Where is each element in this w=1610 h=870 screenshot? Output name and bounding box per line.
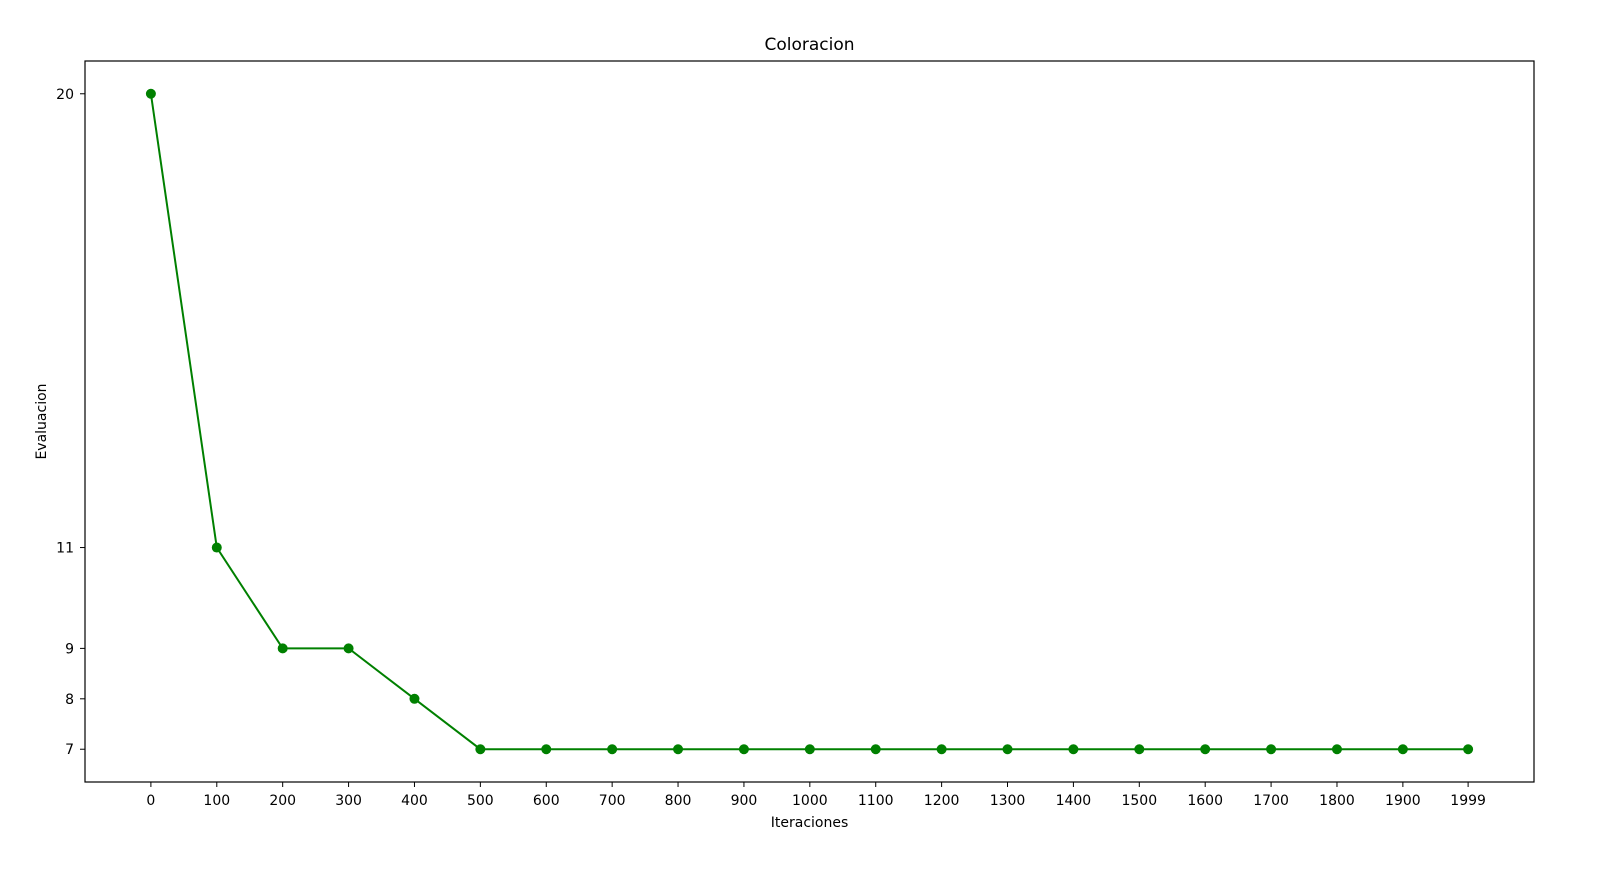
x-tick-label: 1500: [1121, 793, 1157, 809]
y-tick-label: 7: [65, 742, 74, 758]
x-tick-label: 400: [401, 793, 428, 809]
x-tick-label: 0: [146, 793, 155, 809]
data-point: [343, 643, 354, 654]
x-tick-label: 1200: [924, 793, 960, 809]
data-point: [541, 744, 552, 755]
x-tick-label: 200: [269, 793, 296, 809]
data-point: [475, 744, 486, 755]
data-point: [1463, 744, 1474, 755]
data-point: [1200, 744, 1211, 755]
x-tick-label: 1900: [1385, 793, 1421, 809]
x-tick-label: 1600: [1187, 793, 1223, 809]
x-tick-label: 1999: [1450, 793, 1486, 809]
data-point: [409, 693, 420, 704]
y-tick-label: 9: [65, 641, 74, 657]
y-tick-label: 20: [56, 87, 74, 103]
y-tick-label: 8: [65, 692, 74, 708]
x-tick-label: 1800: [1319, 793, 1355, 809]
y-axis-label: Evaluacion: [34, 383, 50, 459]
x-tick-label: 700: [599, 793, 626, 809]
data-point: [738, 744, 749, 755]
plot-frame: [84, 60, 1535, 783]
x-tick-label: 1100: [858, 793, 894, 809]
data-point: [1397, 744, 1408, 755]
series-group: [145, 88, 1474, 755]
data-point: [1068, 744, 1079, 755]
x-tick-label: 900: [731, 793, 758, 809]
x-tick-label: 800: [665, 793, 692, 809]
data-point: [804, 744, 815, 755]
x-tick-label: 500: [467, 793, 494, 809]
data-point: [673, 744, 684, 755]
x-axis-label: Iteraciones: [771, 815, 849, 831]
x-tick-label: 300: [335, 793, 362, 809]
data-point: [1331, 744, 1342, 755]
x-axis: 0 100 200 300 400 500 600 700 800 900 1000 1100 1200…: [146, 782, 1486, 809]
y-tick-label: 11: [56, 541, 74, 557]
data-point: [277, 643, 288, 654]
data-point: [211, 542, 222, 553]
data-point: [145, 88, 156, 99]
x-tick-label: 100: [203, 793, 230, 809]
data-point: [870, 744, 881, 755]
x-tick-label: 600: [533, 793, 560, 809]
x-tick-label: 1400: [1056, 793, 1092, 809]
x-tick-label: 1000: [792, 793, 828, 809]
data-point: [1266, 744, 1277, 755]
chart-title: Coloracion: [764, 35, 854, 55]
x-tick-label: 1300: [990, 793, 1026, 809]
data-point: [1134, 744, 1145, 755]
data-point: [1002, 744, 1013, 755]
x-tick-label: 1700: [1253, 793, 1289, 809]
data-point: [936, 744, 947, 755]
data-point: [607, 744, 618, 755]
y-axis: 7 8 9 11 20: [56, 87, 85, 758]
